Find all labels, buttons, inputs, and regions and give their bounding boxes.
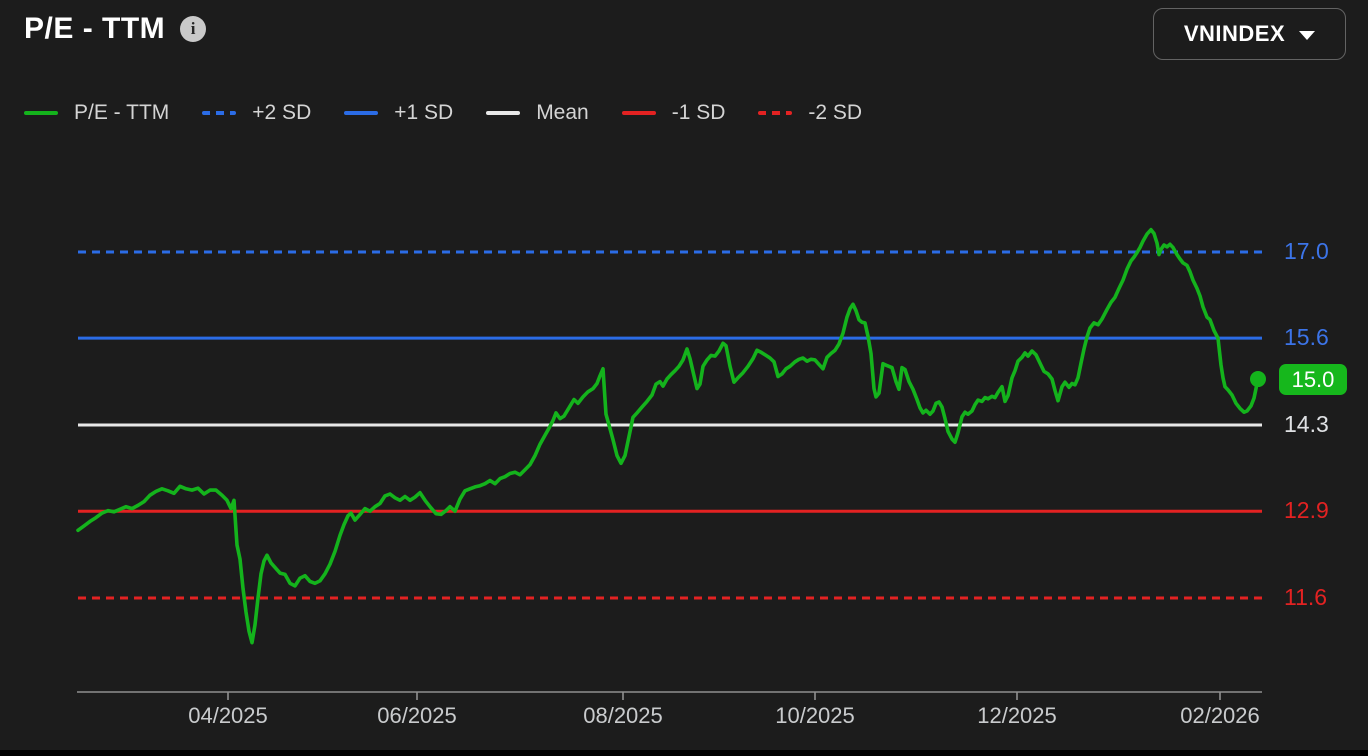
x-tick-label-12-2025: 12/2025 [977, 703, 1057, 728]
level-value-label-1sd: 15.6 [1284, 324, 1329, 351]
x-tick-label-04-2025: 04/2025 [188, 703, 268, 728]
minus2sd-line-swatch [758, 110, 793, 116]
legend-item-minus1sd[interactable]: -1 SD [621, 101, 725, 125]
legend-item-pe-ttm[interactable]: P/E - TTM [24, 101, 169, 125]
pe-ttm-series-line [76, 227, 1260, 645]
last-value-badge: 15.0 [1279, 364, 1347, 396]
page-title: P/E - TTM [24, 12, 166, 45]
legend-item-mean[interactable]: Mean [486, 101, 589, 125]
x-tick-label-02-2026: 02/2026 [1180, 703, 1260, 728]
x-tick-label-10-2025: 10/2025 [775, 703, 855, 728]
level-value-label-2sd: 17.0 [1284, 238, 1329, 264]
level-value-label-mean: 14.3 [1284, 411, 1329, 437]
mean-line-swatch [486, 110, 521, 116]
index-selector-label: VNINDEX [1183, 21, 1286, 46]
plus2sd-line-swatch [202, 110, 237, 116]
info-icon[interactable]: i [180, 16, 207, 42]
legend-item-minus2sd[interactable]: -2 SD [758, 101, 862, 125]
legend-item-plus1sd[interactable]: +1 SD [344, 101, 453, 125]
last-point-dot [1250, 371, 1266, 388]
x-tick-label-06-2025: 06/2025 [377, 703, 457, 728]
plus1sd-line-swatch [344, 110, 379, 116]
x-tick-label-08-2025: 08/2025 [583, 703, 663, 728]
series-line-swatch [24, 110, 58, 116]
level-value-label--1sd: 12.9 [1284, 497, 1329, 524]
level-value-label--2sd: 11.6 [1284, 584, 1328, 610]
chevron-down-icon [1299, 31, 1316, 40]
legend-item-plus2sd[interactable]: +2 SD [202, 101, 311, 125]
minus1sd-line-swatch [621, 110, 656, 116]
legend: P/E - TTM +2 SD +1 SD Mean -1 SD -2 SD [24, 101, 862, 125]
header: P/E - TTM i [24, 12, 207, 46]
index-selector-button[interactable]: VNINDEX [1153, 8, 1346, 60]
